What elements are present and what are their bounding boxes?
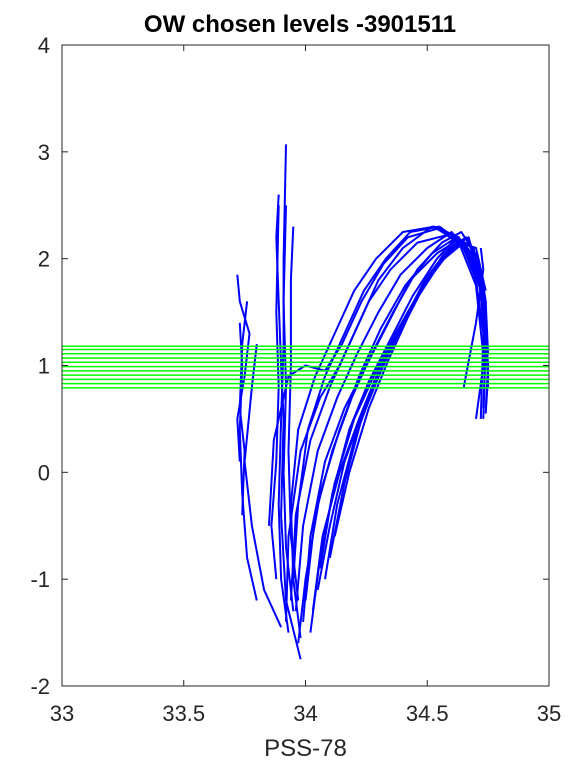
y-tick-label-6: 3 [38,140,50,165]
profile-line-23 [289,225,487,639]
x-tick-label-1: 33 [50,701,74,726]
y-tick-label-7: 4 [38,33,50,58]
y-tick-label-4: 1 [38,354,50,379]
profile-line-26 [462,247,485,388]
x-tick-label-4: 34.5 [406,701,449,726]
chosen-levels [62,345,549,389]
profile-line-6 [277,144,290,633]
profile-line-27 [475,269,487,420]
y-tick-label-1: -2 [30,674,50,699]
profile-line-24 [319,236,487,569]
profile-line-1 [236,274,251,462]
y-tick-label-5: 2 [38,247,50,272]
profile-line-25 [268,227,485,526]
y-tick-label-2: -1 [30,567,50,592]
profile-line-20 [328,241,487,558]
profile-line-21 [292,225,485,580]
x-tick-label-5: 35 [537,701,561,726]
x-tick-label-2: 33.5 [162,701,205,726]
plot-area [236,144,490,660]
y-tick-label-3: 0 [38,460,50,485]
chart-title: OW chosen levels -3901511 [144,11,456,38]
x-axis-label: PSS-78 [264,735,347,762]
x-tick-label-3: 34 [293,701,317,726]
